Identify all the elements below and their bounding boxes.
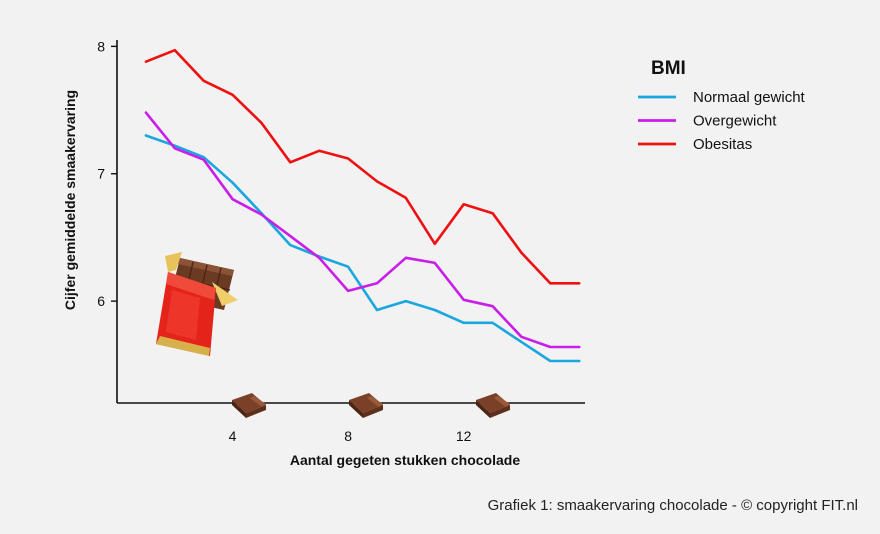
legend-label: Overgewicht bbox=[693, 113, 777, 130]
y-tick-label: 6 bbox=[97, 293, 105, 309]
legend-label: Obesitas bbox=[693, 136, 752, 153]
chart-caption: Grafiek 1: smaakervaring chocolade - © c… bbox=[488, 497, 858, 514]
series-layer bbox=[144, 48, 581, 363]
x-tick-label: 12 bbox=[456, 428, 472, 444]
chocolate-piece-icon bbox=[476, 393, 510, 418]
x-tick-label: 8 bbox=[344, 428, 352, 444]
legend-label: Normaal gewicht bbox=[693, 89, 806, 106]
legend: BMI Normaal gewicht Overgewicht Obesitas bbox=[638, 58, 806, 153]
chocolate-piece-icon bbox=[232, 393, 266, 418]
decor-layer bbox=[156, 252, 510, 418]
y-tick-label: 7 bbox=[97, 166, 105, 182]
y-tick-label: 8 bbox=[97, 38, 105, 54]
chocolate-piece-icon bbox=[349, 393, 383, 418]
x-axis-title: Aantal gegeten stukken chocolade bbox=[290, 452, 520, 468]
y-axis-title: Cijfer gemiddelde smaakervaring bbox=[62, 90, 78, 310]
chocolate-bar-icon bbox=[156, 252, 238, 356]
legend-title: BMI bbox=[651, 58, 686, 79]
x-tick-label: 4 bbox=[229, 428, 237, 444]
series-line-overgewicht bbox=[144, 111, 581, 349]
series-line-obesitas bbox=[144, 48, 581, 285]
